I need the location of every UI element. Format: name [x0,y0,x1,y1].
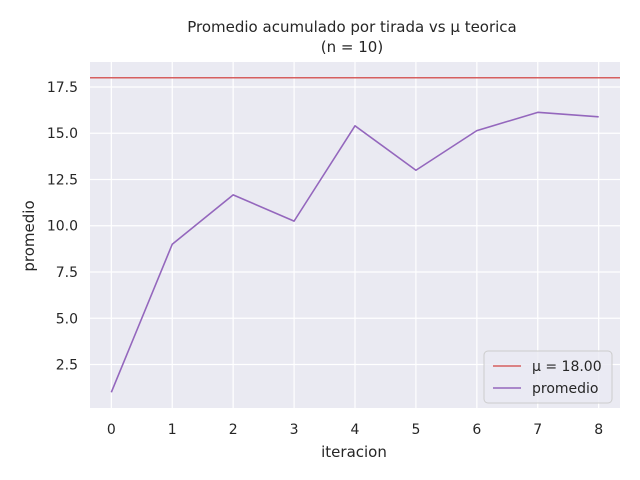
y-tick-label: 2.5 [56,358,78,374]
promedio-line [110,111,599,393]
x-tick-label: 0 [107,422,116,438]
y-axis-label: promedio [20,200,38,271]
y-tick-label: 17.5 [47,80,78,96]
x-tick-label: 7 [533,422,542,438]
legend-label-reference: μ = 18.00 [532,359,602,375]
y-tick-label: 10.0 [47,219,78,235]
x-tick-label: 8 [594,422,603,438]
x-tick-label: 1 [168,422,177,438]
legend-label-promedio: promedio [532,381,599,397]
legend: μ = 18.00 promedio [483,350,613,404]
chart-subtitle: (n = 10) [321,38,383,56]
tick-labels: 0 1 2 3 4 5 6 7 8 2.5 5.0 7.5 10.0 12.5 15.0 17.5 [47,80,603,438]
chart-title: Promedio acumulado por tirada vs μ teori… [187,18,517,36]
series-layer [110,111,599,393]
x-tick-label: 4 [351,422,360,438]
x-tick-label: 3 [290,422,299,438]
y-tick-label: 15.0 [47,126,78,142]
x-tick-label: 6 [472,422,481,438]
x-tick-label: 5 [411,422,420,438]
grid [90,62,620,408]
y-tick-label: 5.0 [56,311,78,327]
legend-box [483,350,613,404]
y-tick-label: 12.5 [47,172,78,188]
x-axis-label: iteracion [321,443,387,461]
y-tick-label: 7.5 [56,265,78,281]
x-tick-label: 2 [229,422,238,438]
